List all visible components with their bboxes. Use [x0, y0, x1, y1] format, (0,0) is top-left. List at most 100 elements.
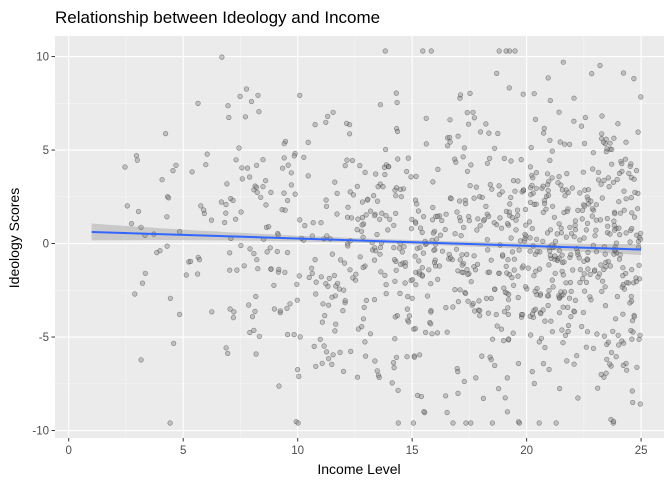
data-point	[332, 179, 338, 185]
data-point	[474, 261, 481, 268]
data-point	[493, 311, 499, 318]
data-point	[542, 318, 548, 324]
data-point	[195, 100, 201, 106]
data-point	[471, 253, 477, 259]
data-point	[538, 335, 545, 341]
data-point	[404, 306, 411, 312]
data-point	[556, 174, 562, 180]
data-point	[411, 354, 418, 360]
data-point	[585, 249, 591, 255]
data-point	[487, 155, 493, 161]
data-point	[568, 288, 574, 295]
data-point	[225, 103, 231, 109]
data-point	[572, 218, 579, 224]
data-point	[330, 352, 336, 358]
data-point	[465, 298, 471, 304]
data-point	[128, 221, 135, 227]
data-point	[555, 180, 561, 186]
data-point	[515, 178, 521, 184]
data-point	[506, 271, 513, 278]
data-point	[447, 117, 453, 123]
data-point	[391, 245, 397, 251]
data-point	[506, 336, 512, 342]
data-point	[201, 207, 207, 213]
data-point	[565, 328, 571, 335]
data-point	[559, 327, 565, 333]
data-point	[473, 184, 480, 190]
data-point	[610, 418, 617, 425]
data-point	[602, 284, 608, 290]
data-point	[227, 250, 233, 256]
data-point	[571, 118, 577, 124]
data-point	[611, 209, 618, 215]
data-point	[415, 392, 421, 399]
data-point	[510, 178, 517, 184]
data-point	[274, 248, 280, 255]
data-point	[582, 203, 588, 209]
data-point	[203, 162, 209, 168]
data-point	[292, 191, 298, 197]
data-point	[347, 131, 353, 137]
data-point	[561, 259, 567, 265]
data-point	[634, 232, 640, 238]
data-point	[453, 246, 460, 252]
data-point	[344, 214, 351, 220]
data-point	[256, 109, 262, 115]
data-point	[563, 280, 569, 286]
data-point	[620, 70, 627, 76]
data-point	[575, 207, 581, 213]
data-point	[296, 373, 302, 380]
data-point	[223, 345, 229, 351]
data-point	[133, 153, 140, 159]
data-point	[409, 295, 415, 301]
data-point	[518, 157, 524, 163]
x-tick-label: 25	[635, 445, 648, 457]
data-point	[466, 218, 473, 224]
data-point	[611, 222, 617, 229]
data-point	[419, 272, 425, 278]
data-point	[436, 263, 443, 269]
data-point	[562, 332, 569, 339]
data-point	[637, 236, 644, 242]
data-point	[560, 292, 566, 298]
data-point	[353, 277, 359, 283]
data-point	[230, 315, 236, 321]
data-point	[504, 221, 511, 227]
data-point	[507, 48, 513, 54]
data-point	[506, 291, 512, 298]
data-point	[633, 167, 640, 174]
data-point	[309, 270, 315, 277]
data-point	[599, 131, 605, 137]
data-point	[319, 319, 326, 325]
data-point	[423, 329, 429, 336]
data-point	[394, 99, 400, 106]
data-point	[468, 162, 474, 168]
data-point	[568, 252, 574, 258]
data-point	[634, 364, 640, 370]
data-point	[485, 247, 491, 253]
data-point	[550, 284, 556, 290]
data-point	[630, 280, 637, 286]
data-point	[353, 271, 359, 277]
data-point	[326, 302, 332, 308]
data-point	[355, 216, 361, 222]
data-point	[487, 182, 493, 188]
data-point	[254, 257, 260, 263]
data-point	[173, 162, 179, 168]
data-point	[394, 126, 400, 132]
data-point	[526, 219, 533, 225]
data-point	[605, 223, 611, 229]
data-point	[139, 280, 146, 286]
data-point	[443, 211, 449, 217]
data-point	[408, 226, 415, 232]
data-point	[609, 146, 615, 152]
data-point	[636, 336, 642, 342]
data-point	[589, 206, 596, 212]
data-point	[374, 198, 381, 204]
data-point	[607, 263, 614, 269]
data-point	[268, 189, 274, 195]
data-point	[520, 263, 526, 269]
data-point	[360, 316, 367, 322]
data-point	[413, 173, 419, 179]
data-point	[611, 218, 617, 224]
